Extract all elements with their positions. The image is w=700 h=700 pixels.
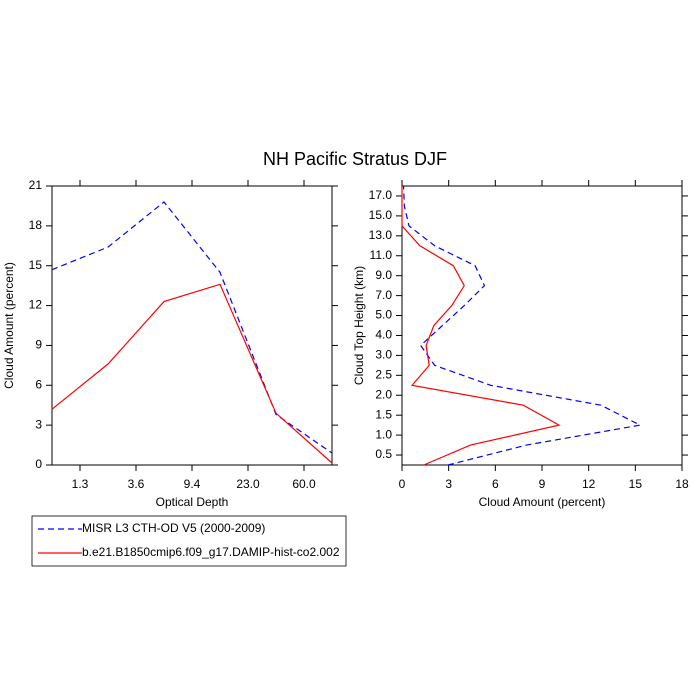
series-line xyxy=(402,185,642,466)
y-tick-label: 17.0 xyxy=(369,188,393,202)
legend-label: MISR L3 CTH-OD V5 (2000-2009) xyxy=(82,521,265,535)
x-tick-label: 18 xyxy=(675,477,689,491)
legend-label: b.e21.B1850cmip6.f09_g17.DAMIP-hist-co2.… xyxy=(82,545,340,559)
y-tick-label: 18 xyxy=(29,218,43,232)
y-tick-label: 11.0 xyxy=(370,248,393,262)
x-tick-label: 23.0 xyxy=(236,477,260,491)
x-tick-label: 0 xyxy=(399,477,406,491)
x-tick-label: 12 xyxy=(582,477,596,491)
x-tick-label: 1.3 xyxy=(72,477,89,491)
y-tick-label: 13.0 xyxy=(369,228,393,242)
plot-frame xyxy=(401,185,683,466)
y-tick-label: 5.0 xyxy=(375,308,392,322)
plot-frame xyxy=(51,185,333,466)
y-tick-label: 1.5 xyxy=(375,407,392,421)
x-tick-label: 15 xyxy=(629,477,643,491)
y-tick-label: 2.5 xyxy=(375,367,392,381)
y-tick-label: 9 xyxy=(35,338,42,352)
x-tick-label: 9.4 xyxy=(184,477,201,491)
x-tick-label: 3.6 xyxy=(128,477,145,491)
y-tick-label: 6 xyxy=(35,377,42,391)
series-line xyxy=(51,201,333,454)
y-tick-label: 3.0 xyxy=(375,348,392,362)
y-tick-label: 12 xyxy=(29,298,43,312)
y-tick-label: 21 xyxy=(29,178,43,192)
y-tick-label: 0 xyxy=(35,457,42,471)
y-tick-label: 1.0 xyxy=(375,427,392,441)
x-tick-label: 9 xyxy=(539,477,546,491)
y-tick-label: 2.0 xyxy=(375,387,392,401)
y-tick-label: 15 xyxy=(29,258,43,272)
x-axis-label: Cloud Amount (percent) xyxy=(479,495,606,509)
x-tick-label: 60.0 xyxy=(292,477,316,491)
legend-box xyxy=(31,515,347,567)
y-tick-label: 7.0 xyxy=(375,288,392,302)
y-tick-label: 4.0 xyxy=(375,328,392,342)
figure-title: NH Pacific Stratus DJF xyxy=(263,149,447,169)
x-axis-label: Optical Depth xyxy=(156,495,229,509)
y-axis-label: Cloud Top Height (km) xyxy=(352,266,366,385)
x-tick-label: 3 xyxy=(445,477,452,491)
y-axis-label: Cloud Amount (percent) xyxy=(2,262,16,389)
y-tick-label: 15.0 xyxy=(369,208,393,222)
y-tick-label: 9.0 xyxy=(375,268,392,282)
x-tick-label: 6 xyxy=(492,477,499,491)
y-tick-label: 3 xyxy=(35,417,42,431)
series-line xyxy=(401,186,561,466)
y-tick-label: 0.5 xyxy=(375,447,392,461)
series-line xyxy=(51,283,333,464)
